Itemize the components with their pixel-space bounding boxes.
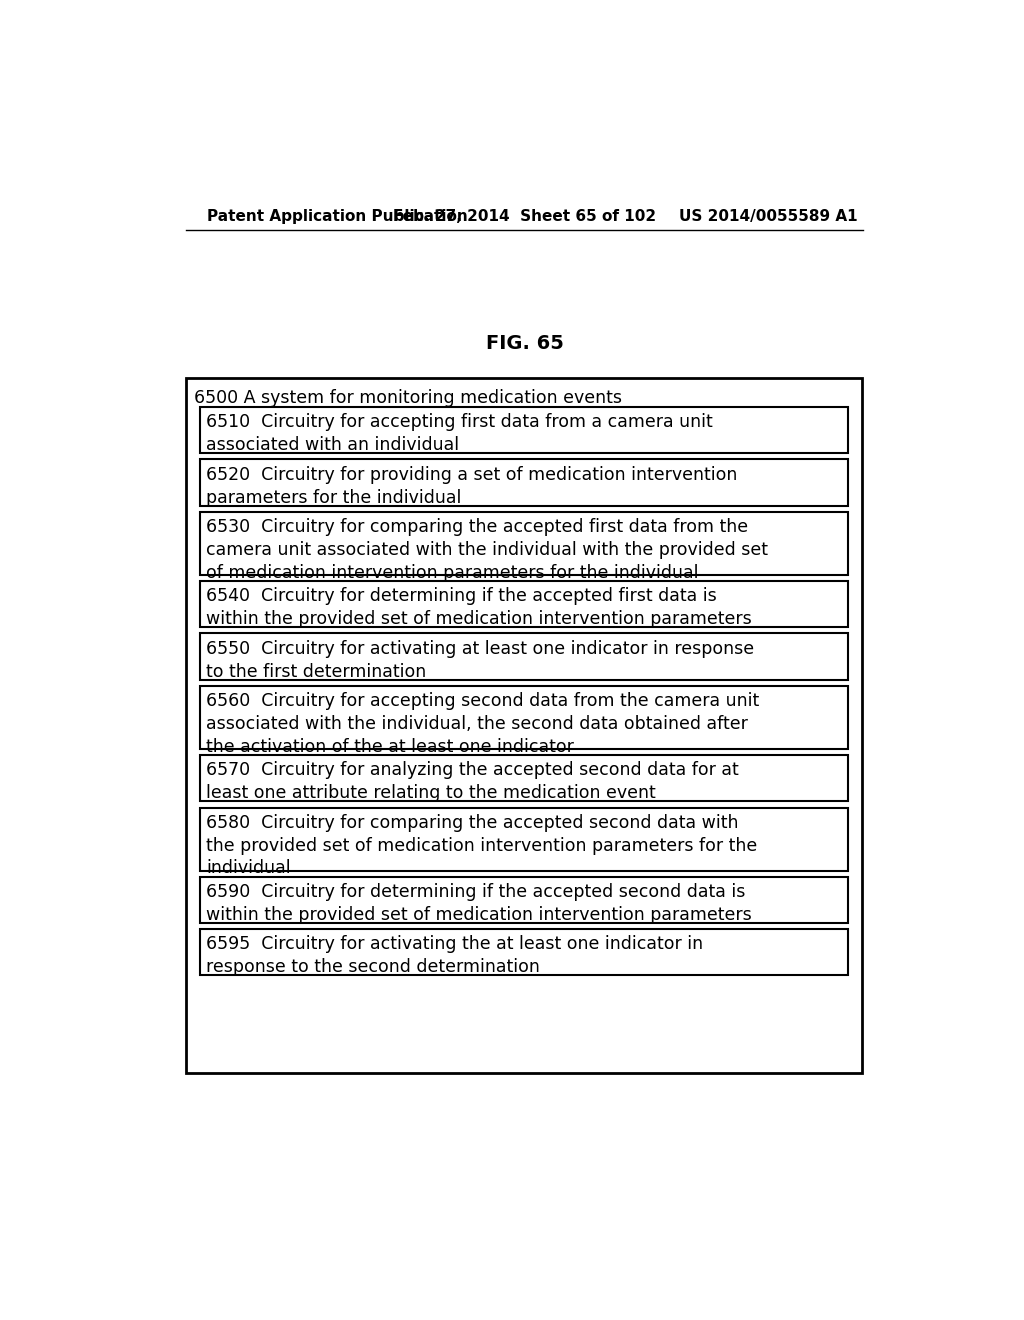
Bar [200,512,848,576]
Bar [200,686,848,748]
Bar [200,929,848,975]
Bar [200,808,848,871]
Text: 6520  Circuitry for providing a set of medication intervention
parameters for th: 6520 Circuitry for providing a set of me… [206,466,737,507]
Text: 6540  Circuitry for determining if the accepted first data is
within the provide: 6540 Circuitry for determining if the ac… [206,587,752,628]
Bar [200,459,848,506]
Text: 6560  Circuitry for accepting second data from the camera unit
associated with t: 6560 Circuitry for accepting second data… [206,692,760,756]
Bar [200,755,848,801]
Text: 6550  Circuitry for activating at least one indicator in response
to the first d: 6550 Circuitry for activating at least o… [206,640,755,681]
Bar [186,378,862,1073]
Text: Patent Application Publication: Patent Application Publication [207,209,468,223]
Text: 6570  Circuitry for analyzing the accepted second data for at
least one attribut: 6570 Circuitry for analyzing the accepte… [206,762,739,803]
Text: 6530  Circuitry for comparing the accepted first data from the
camera unit assoc: 6530 Circuitry for comparing the accepte… [206,517,768,582]
Text: US 2014/0055589 A1: US 2014/0055589 A1 [680,209,858,223]
Bar [200,581,848,627]
Text: Feb. 27, 2014  Sheet 65 of 102: Feb. 27, 2014 Sheet 65 of 102 [393,209,656,223]
Bar [200,407,848,453]
Text: 6500 A system for monitoring medication events: 6500 A system for monitoring medication … [194,388,622,407]
Text: 6580  Circuitry for comparing the accepted second data with
the provided set of : 6580 Circuitry for comparing the accepte… [206,813,758,878]
Bar [200,634,848,680]
Bar [200,876,848,923]
Text: 6590  Circuitry for determining if the accepted second data is
within the provid: 6590 Circuitry for determining if the ac… [206,883,752,924]
Text: 6510  Circuitry for accepting first data from a camera unit
associated with an i: 6510 Circuitry for accepting first data … [206,413,713,454]
Text: 6595  Circuitry for activating the at least one indicator in
response to the sec: 6595 Circuitry for activating the at lea… [206,936,703,977]
Text: FIG. 65: FIG. 65 [485,334,564,352]
